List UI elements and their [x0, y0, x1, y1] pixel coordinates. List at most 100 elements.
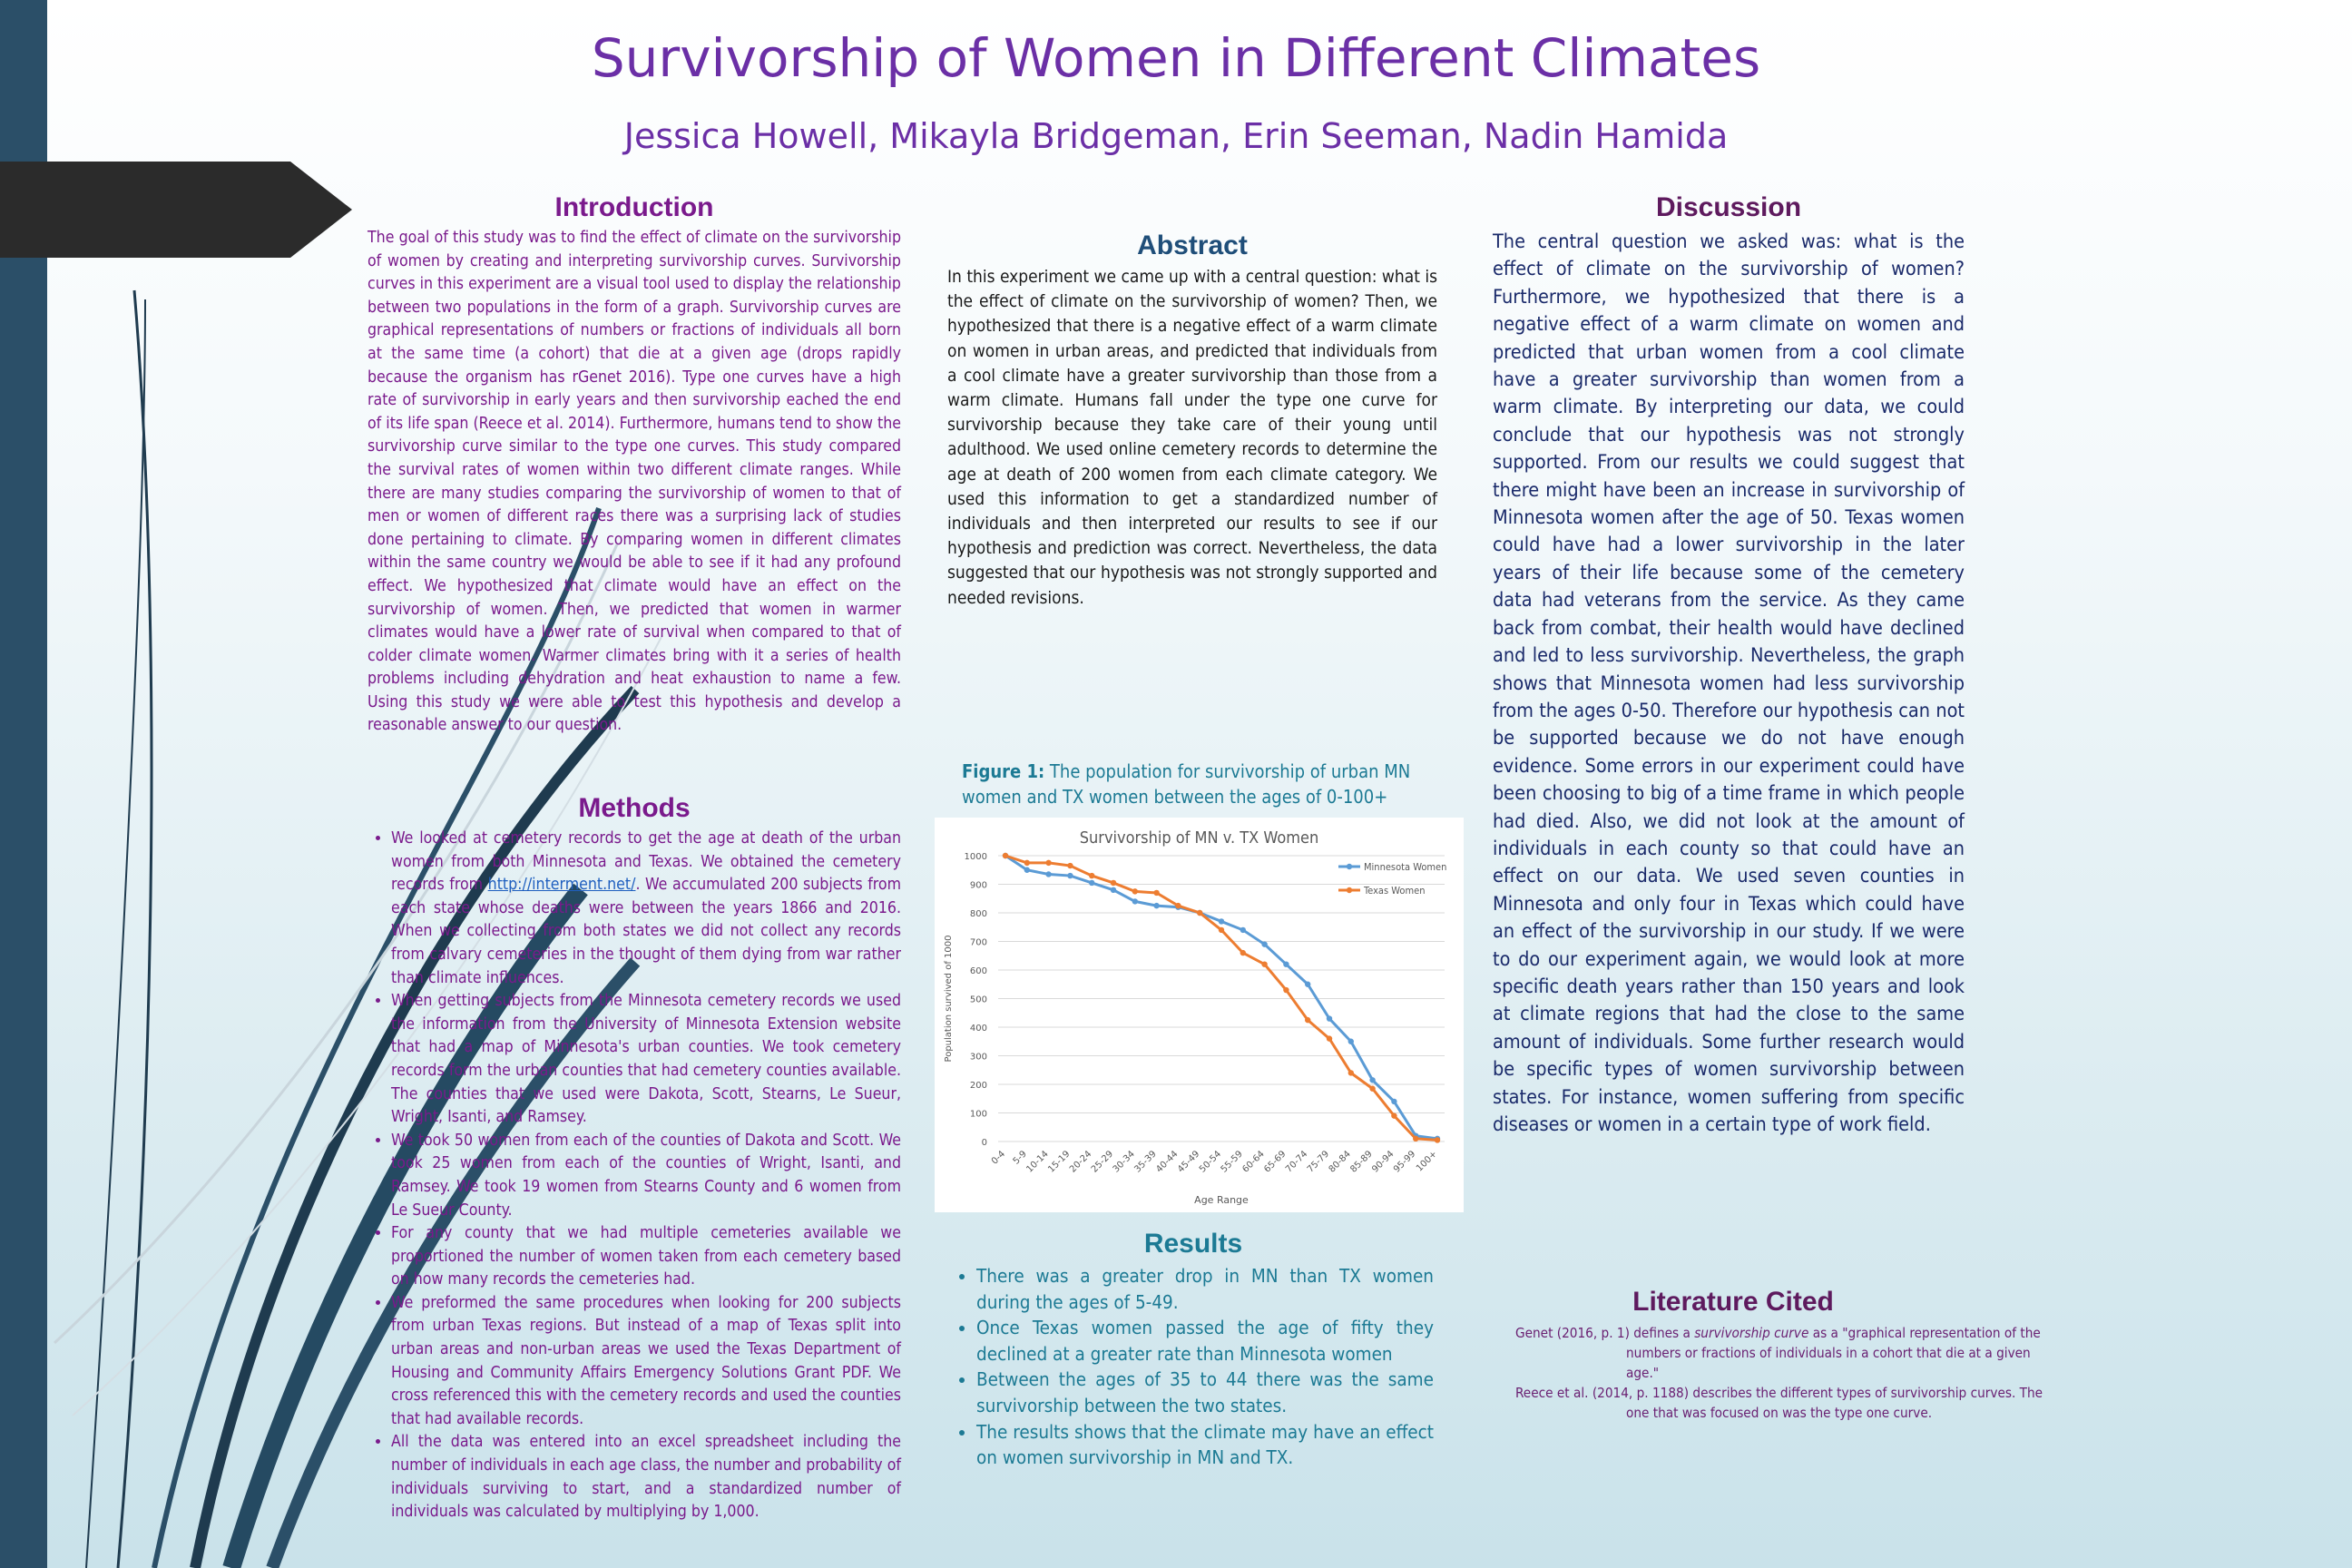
data-point — [1153, 902, 1160, 909]
data-point — [1326, 1035, 1333, 1042]
x-tick-label: 35-39 — [1132, 1149, 1158, 1174]
data-point — [1132, 888, 1138, 895]
x-tick-label: 20-24 — [1068, 1149, 1093, 1174]
x-tick-label: 5-9 — [1012, 1149, 1029, 1166]
data-point — [1391, 1112, 1397, 1119]
x-tick-label: 40-44 — [1154, 1149, 1180, 1174]
data-point — [1240, 926, 1246, 934]
data-point — [1413, 1135, 1419, 1142]
data-point — [1045, 859, 1052, 867]
literature-heading: Literature Cited — [1632, 1287, 1834, 1317]
authors: Jessica Howell, Mikayla Bridgeman, Erin … — [623, 116, 1729, 156]
x-tick-label: 0-4 — [990, 1149, 1007, 1166]
x-axis-label: Age Range — [1194, 1194, 1249, 1206]
arrow-banner — [0, 162, 352, 258]
x-tick-label: 60-64 — [1240, 1149, 1266, 1174]
legend-marker — [1346, 887, 1353, 894]
data-point — [1024, 867, 1030, 873]
methods-item: All the data was entered into an excel s… — [391, 1431, 901, 1524]
methods-item-text: We looked at cemetery records to get the… — [391, 829, 901, 895]
abstract-text: In this experiment we came up with a cen… — [947, 267, 1437, 608]
y-tick-label: 100 — [970, 1110, 987, 1120]
chart-container: Survivorship of MN v. TX Women 0 100 200 300… — [935, 818, 1464, 1212]
data-point — [1369, 1077, 1376, 1083]
data-point — [1110, 879, 1117, 887]
data-point — [1110, 887, 1117, 893]
x-tick-label: 30-34 — [1112, 1149, 1137, 1174]
legend-marker — [1346, 863, 1353, 870]
figure-caption: Figure 1: The population for survivorshi… — [962, 759, 1434, 809]
y-tick-label: 800 — [970, 909, 987, 919]
ref-text: Reece et al. (2014, p. 1188) describes t… — [1515, 1385, 2043, 1421]
data-point — [1305, 981, 1311, 987]
methods-item-text: . We accumulated 200 subjects from each … — [391, 876, 901, 987]
survivorship-chart: Survivorship of MN v. TX Women 0 100 200 300… — [944, 828, 1446, 1206]
x-tick-label: 100+ — [1415, 1149, 1439, 1173]
x-tick-label: 25-29 — [1090, 1149, 1115, 1174]
data-point — [1197, 909, 1203, 916]
series-line — [1004, 854, 1438, 1141]
results-heading: Results — [1143, 1229, 1243, 1259]
results-item: Once Texas women passed the age of fifty… — [976, 1315, 1434, 1367]
left-color-bar — [0, 0, 47, 1568]
data-point — [1348, 1038, 1354, 1044]
results-item: Between the ages of 35 to 44 there was t… — [976, 1367, 1434, 1418]
poster-title: Survivorship of Women in Different Clima… — [591, 27, 1761, 89]
x-tick-label: 80-84 — [1328, 1149, 1353, 1174]
data-point — [1218, 926, 1225, 934]
legend-label: Minnesota Women — [1364, 861, 1446, 873]
x-tick-label: 50-54 — [1198, 1149, 1223, 1174]
ref-text: as a "graphical representation of the nu… — [1626, 1325, 2041, 1381]
chart-title: Survivorship of MN v. TX Women — [1080, 828, 1318, 848]
x-tick-label: 65-69 — [1262, 1149, 1288, 1174]
data-point — [1002, 852, 1009, 859]
methods-item: We took 50 women from each of the counti… — [391, 1130, 901, 1222]
data-point — [1348, 1070, 1354, 1076]
methods-list: We looked at cemetery records to get the… — [368, 828, 901, 1524]
data-point — [1089, 879, 1095, 887]
data-point — [1153, 889, 1160, 897]
data-point — [1045, 871, 1052, 877]
x-tick-label: 95-99 — [1392, 1149, 1417, 1174]
x-tick-label: 70-74 — [1284, 1149, 1309, 1174]
y-tick-label: 300 — [970, 1053, 987, 1063]
data-point — [1305, 1016, 1311, 1024]
y-tick-label: 900 — [970, 881, 987, 891]
figure-label: Figure 1: — [962, 760, 1045, 782]
data-point — [1391, 1098, 1397, 1105]
results-list: There was a greater drop in MN than TX w… — [953, 1263, 1434, 1471]
ref-text: Genet (2016, p. 1) defines a — [1515, 1325, 1695, 1341]
data-point — [1089, 872, 1095, 879]
abstract-heading: Abstract — [1137, 230, 1248, 260]
x-tick-label: 10-14 — [1024, 1149, 1050, 1174]
methods-item: We looked at cemetery records to get the… — [391, 828, 901, 990]
data-point — [1369, 1085, 1376, 1092]
literature-ref: Reece et al. (2014, p. 1188) describes t… — [1515, 1383, 2062, 1423]
legend-label: Texas Women — [1363, 885, 1426, 897]
discussion-heading: Discussion — [1655, 192, 1802, 222]
results-item: There was a greater drop in MN than TX w… — [976, 1263, 1434, 1315]
interment-link[interactable]: http://interment.net/ — [487, 876, 636, 895]
x-tick-label: 15-19 — [1046, 1149, 1072, 1174]
data-point — [1326, 1015, 1333, 1022]
data-point — [1283, 961, 1289, 967]
methods-item: When getting subjects from the Minnesota… — [391, 990, 901, 1130]
data-point — [1240, 949, 1246, 956]
y-tick-label: 0 — [982, 1138, 987, 1148]
data-point — [1283, 986, 1289, 994]
literature-ref: Genet (2016, p. 1) defines a survivorshi… — [1515, 1323, 2062, 1383]
introduction-heading: Introduction — [554, 192, 714, 222]
x-tick-label: 75-79 — [1306, 1149, 1331, 1174]
x-tick-label: 90-94 — [1370, 1149, 1396, 1174]
discussion-text: The central question we asked was: what … — [1493, 230, 1965, 1136]
series-line — [1004, 854, 1438, 1142]
results-item: The results shows that the climate may h… — [976, 1419, 1434, 1471]
y-tick-label: 500 — [970, 995, 987, 1005]
y-tick-label: 200 — [970, 1081, 987, 1091]
data-point — [1434, 1137, 1441, 1143]
y-tick-label: 400 — [970, 1024, 987, 1034]
methods-item: For any county that we had multiple ceme… — [391, 1222, 901, 1292]
methods-item: We preformed the same procedures when lo… — [391, 1292, 901, 1432]
x-tick-label: 55-59 — [1220, 1149, 1245, 1174]
data-point — [1067, 872, 1073, 879]
